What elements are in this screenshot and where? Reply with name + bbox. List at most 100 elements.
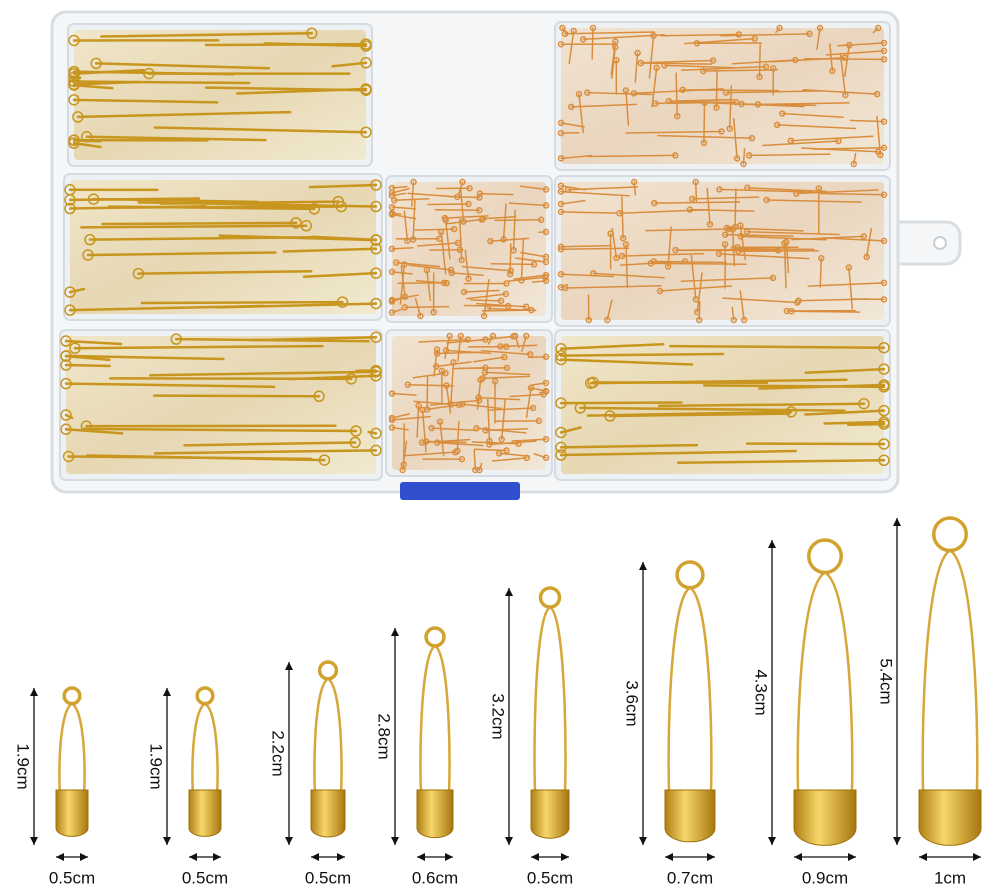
arrow-head — [56, 853, 88, 861]
pin-wire — [487, 398, 491, 442]
pin-coil — [72, 111, 84, 123]
pin-wire — [391, 246, 414, 250]
pin-coil — [479, 375, 486, 382]
pin-wire — [204, 86, 368, 92]
pin-coil — [557, 271, 565, 278]
pin-coil — [652, 100, 659, 107]
pin-wire — [718, 188, 814, 193]
pin-wire — [425, 440, 467, 444]
pin-wire — [64, 428, 124, 435]
pin-coil — [443, 382, 450, 389]
pin-coil — [64, 202, 76, 215]
pin-coil — [722, 231, 729, 238]
pin-coil — [502, 290, 510, 298]
height-label: 3.6cm — [623, 680, 642, 726]
pin-wire — [533, 605, 567, 806]
pin-wire — [564, 285, 662, 289]
pin-wire — [849, 119, 885, 123]
pin-coil — [647, 260, 654, 267]
pin-coil — [498, 435, 505, 443]
pin-coil — [80, 420, 93, 432]
pin-coil — [68, 134, 80, 146]
pin-wire — [634, 52, 639, 83]
pin-coil — [399, 466, 406, 474]
pin-wire — [433, 348, 438, 377]
pin-wire — [734, 188, 737, 228]
pin-coil — [370, 427, 382, 440]
pin-coil — [430, 308, 437, 316]
pin-coil — [300, 220, 312, 232]
pin-coil — [817, 255, 825, 262]
pin-wire — [829, 43, 834, 72]
pin-coil — [454, 193, 461, 201]
pin-wire — [80, 224, 308, 229]
pin-wire — [559, 449, 797, 457]
pin-coil — [674, 112, 681, 120]
pin-coil — [559, 24, 566, 32]
pin-pile — [66, 336, 376, 474]
pin-wire — [724, 233, 794, 237]
pin-wire — [391, 206, 417, 210]
pin-coil — [455, 401, 463, 408]
pin-wire — [487, 335, 494, 345]
pin-coil — [557, 208, 565, 216]
pin-wire — [459, 187, 465, 223]
pin-coil — [542, 253, 550, 261]
pin-wire — [797, 298, 869, 302]
pin-coil — [476, 194, 483, 201]
pin-pile — [392, 336, 546, 470]
pin-wire — [677, 459, 886, 465]
pin-wire — [313, 677, 343, 806]
pin-coil — [557, 188, 565, 195]
pin-wire — [514, 257, 547, 263]
pin-wire — [795, 189, 879, 195]
pin-wire — [471, 441, 520, 445]
pin-coil — [762, 63, 770, 70]
pin-coil — [419, 406, 426, 414]
pin-coil — [878, 341, 890, 354]
pin-wire — [461, 265, 512, 272]
pin-coil — [64, 184, 76, 196]
pin-coil — [68, 34, 80, 47]
pin-wire — [757, 102, 850, 106]
pin-wire — [621, 252, 705, 257]
pin-wire — [680, 65, 767, 71]
pin-coil — [613, 254, 620, 262]
pin-coil — [878, 404, 890, 417]
pin-wire — [153, 449, 378, 455]
pin-wire — [458, 367, 508, 370]
pin-wire — [484, 371, 531, 376]
pin-coil — [557, 182, 565, 190]
pin-coil — [82, 249, 94, 261]
pin-wire — [391, 213, 417, 220]
pin-coil — [68, 137, 80, 149]
pin-coil — [458, 455, 466, 463]
pin-coil — [370, 444, 382, 457]
pin-wire — [663, 64, 735, 69]
pin-wire — [625, 89, 630, 126]
pin-wire — [684, 37, 756, 45]
pin-coil — [701, 99, 708, 106]
pin-wire — [68, 287, 86, 294]
pin-wire — [559, 352, 725, 357]
pin-wire — [680, 277, 774, 283]
pin-wire — [436, 441, 484, 447]
pin-wire — [520, 238, 525, 282]
pin-wire — [625, 243, 629, 289]
pin-wire — [183, 441, 357, 447]
pin-wire — [720, 33, 811, 37]
pin-wire — [669, 101, 737, 104]
compartments — [59, 21, 891, 481]
pin-coil — [360, 84, 372, 96]
pin-wire — [64, 382, 276, 389]
pin-coil — [792, 56, 799, 64]
height-label: 2.2cm — [269, 730, 288, 776]
arrow-head — [311, 853, 345, 861]
pin-coil — [60, 377, 72, 390]
pin-coil — [370, 364, 382, 377]
pin-coil — [401, 261, 408, 268]
pin-coil — [585, 316, 593, 324]
pin-wire — [64, 354, 225, 361]
pin-coil — [313, 390, 325, 403]
pin-coil — [370, 243, 382, 255]
